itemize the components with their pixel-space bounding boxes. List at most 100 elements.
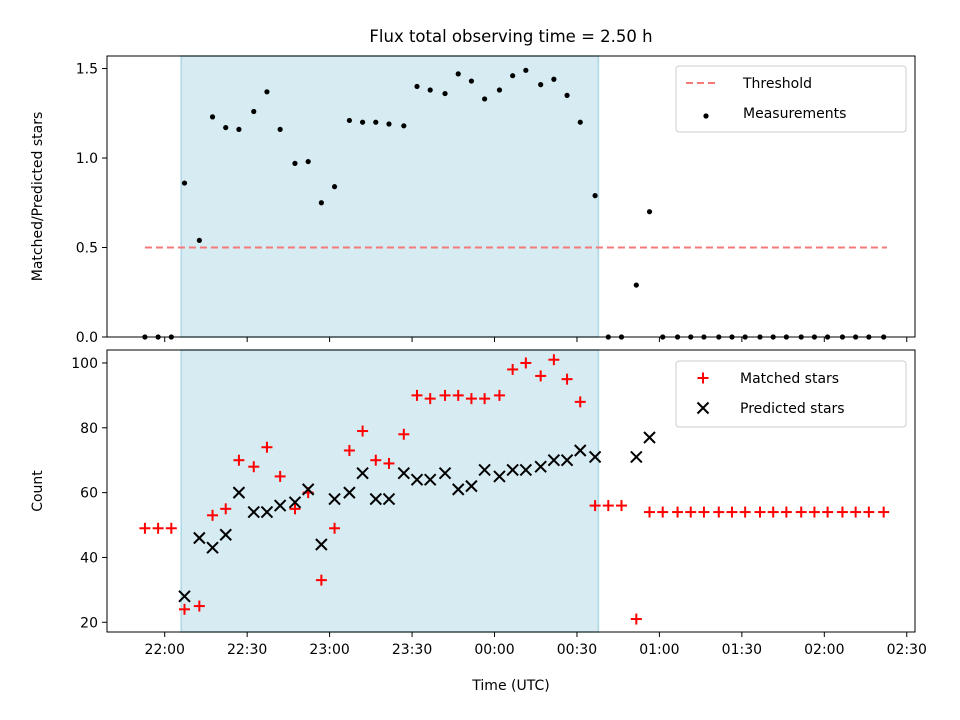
cross-stroke-b <box>369 492 382 506</box>
matched-star-point <box>315 574 327 586</box>
matched-star-point <box>139 522 151 534</box>
ratio-y-ticks: 0.0 0.5 1.0 1.5 <box>76 62 107 346</box>
predicted-star-point <box>328 492 341 506</box>
y-tick-label: 40 <box>80 550 98 566</box>
measurement-point <box>442 90 448 97</box>
x-tick-label: 01:00 <box>639 642 679 658</box>
ratio-x-ticks <box>164 337 908 342</box>
matched-star-point <box>165 522 177 534</box>
count-panel: 20 40 60 80 100 22:00 22:30 23:00 23:30 00:00 00:… <box>30 349 927 694</box>
measurement-point <box>633 282 639 288</box>
matched-star-point <box>863 506 875 518</box>
measurement-point <box>277 126 283 132</box>
matched-star-point <box>424 393 436 405</box>
ratio-y-axis-label: Matched/Predicted stars <box>30 112 46 282</box>
y-tick-label: 1.0 <box>76 151 98 167</box>
matched-star-point <box>535 370 547 382</box>
y-tick-label: 0.0 <box>76 330 98 346</box>
measurement-point <box>386 121 392 127</box>
legend-box <box>675 360 907 428</box>
cross-stroke-b <box>193 531 206 545</box>
legend-measurement-swatch <box>703 113 709 119</box>
matched-star-point <box>152 522 164 534</box>
cross-stroke-b <box>273 499 287 512</box>
y-tick-label: 1.5 <box>76 62 98 78</box>
matched-star-point <box>520 357 532 369</box>
cross-stroke-b <box>382 492 396 506</box>
predicted-star-point <box>574 444 587 457</box>
cross-stroke-b <box>534 460 547 473</box>
y-tick-label: 0.5 <box>76 241 98 257</box>
measurement-point <box>223 124 229 131</box>
measurement-point <box>318 200 324 206</box>
x-tick-label: 02:00 <box>804 642 844 658</box>
matched-star-point <box>411 389 423 401</box>
count-legend: Matched stars Predicted stars <box>675 360 907 428</box>
measurement-point <box>196 237 202 243</box>
x-tick-label: 22:00 <box>145 642 185 658</box>
predicted-star-point <box>288 496 302 509</box>
legend-label: Predicted stars <box>740 401 845 417</box>
matched-star-point <box>329 522 341 534</box>
cross-stroke-b <box>506 463 519 477</box>
predicted-star-point <box>301 483 315 496</box>
matched-star-point <box>261 441 273 453</box>
y-tick-label: 80 <box>80 421 98 437</box>
measurement-point <box>538 82 544 88</box>
matched-star-point <box>739 506 751 518</box>
measurement-point <box>496 87 503 93</box>
matched-star-point <box>754 506 766 518</box>
count-series-layer <box>139 354 890 625</box>
matched-star-point <box>850 506 862 518</box>
predicted-star-point <box>397 466 411 480</box>
x-tick-label: 22:30 <box>227 642 267 658</box>
count-axes-frame <box>106 349 916 633</box>
matched-star-point <box>672 506 684 518</box>
legend-predicted-swatch <box>696 401 710 415</box>
measurement-point <box>181 180 188 186</box>
cross-stroke-b <box>219 528 232 541</box>
predicted-star-point <box>478 463 491 477</box>
matched-star-point <box>274 470 286 482</box>
cross-stroke-b <box>574 444 587 457</box>
predicted-star-point <box>643 431 656 444</box>
observing-window-band-bottom <box>180 349 600 633</box>
legend-label: Matched stars <box>740 371 839 387</box>
predicted-star-point <box>273 499 287 512</box>
measurement-point <box>482 96 488 102</box>
cross-stroke-b <box>397 466 411 480</box>
matched-star-point <box>878 506 890 518</box>
predicted-star-point <box>178 590 191 603</box>
matched-star-point <box>479 393 491 405</box>
cross-stroke-b <box>643 431 656 444</box>
measurement-point <box>331 184 338 190</box>
x-tick-label: 00:00 <box>474 642 514 658</box>
x-tick-label: 23:30 <box>392 642 432 658</box>
count-y-axis-label: Count <box>30 470 46 512</box>
cross-stroke-b <box>588 450 602 464</box>
measurement-point <box>346 117 352 124</box>
ratio-series-layer <box>142 67 887 340</box>
measurement-point <box>564 92 570 98</box>
predicted-star-point <box>232 486 246 499</box>
matched-star-point <box>207 509 219 521</box>
measurement-point <box>551 76 557 82</box>
cross-stroke-b <box>410 473 424 486</box>
matched-star-point <box>370 454 382 466</box>
predicted-star-point <box>206 541 219 554</box>
ratio-axes-frame <box>106 55 916 338</box>
matched-star-point <box>439 389 451 401</box>
predicted-star-point <box>369 492 382 506</box>
cross-stroke-b <box>423 473 437 486</box>
matched-star-point <box>179 603 191 615</box>
matched-star-point <box>220 503 232 515</box>
cross-stroke-b <box>696 401 710 415</box>
cross-stroke-b <box>478 463 491 477</box>
predicted-star-point <box>343 486 356 499</box>
matched-star-point <box>561 373 573 385</box>
cross-stroke-b <box>328 492 341 506</box>
matched-star-point <box>452 389 464 401</box>
cross-stroke-b <box>232 486 246 499</box>
predicted-star-point <box>382 492 396 506</box>
matched-star-point <box>767 506 779 518</box>
